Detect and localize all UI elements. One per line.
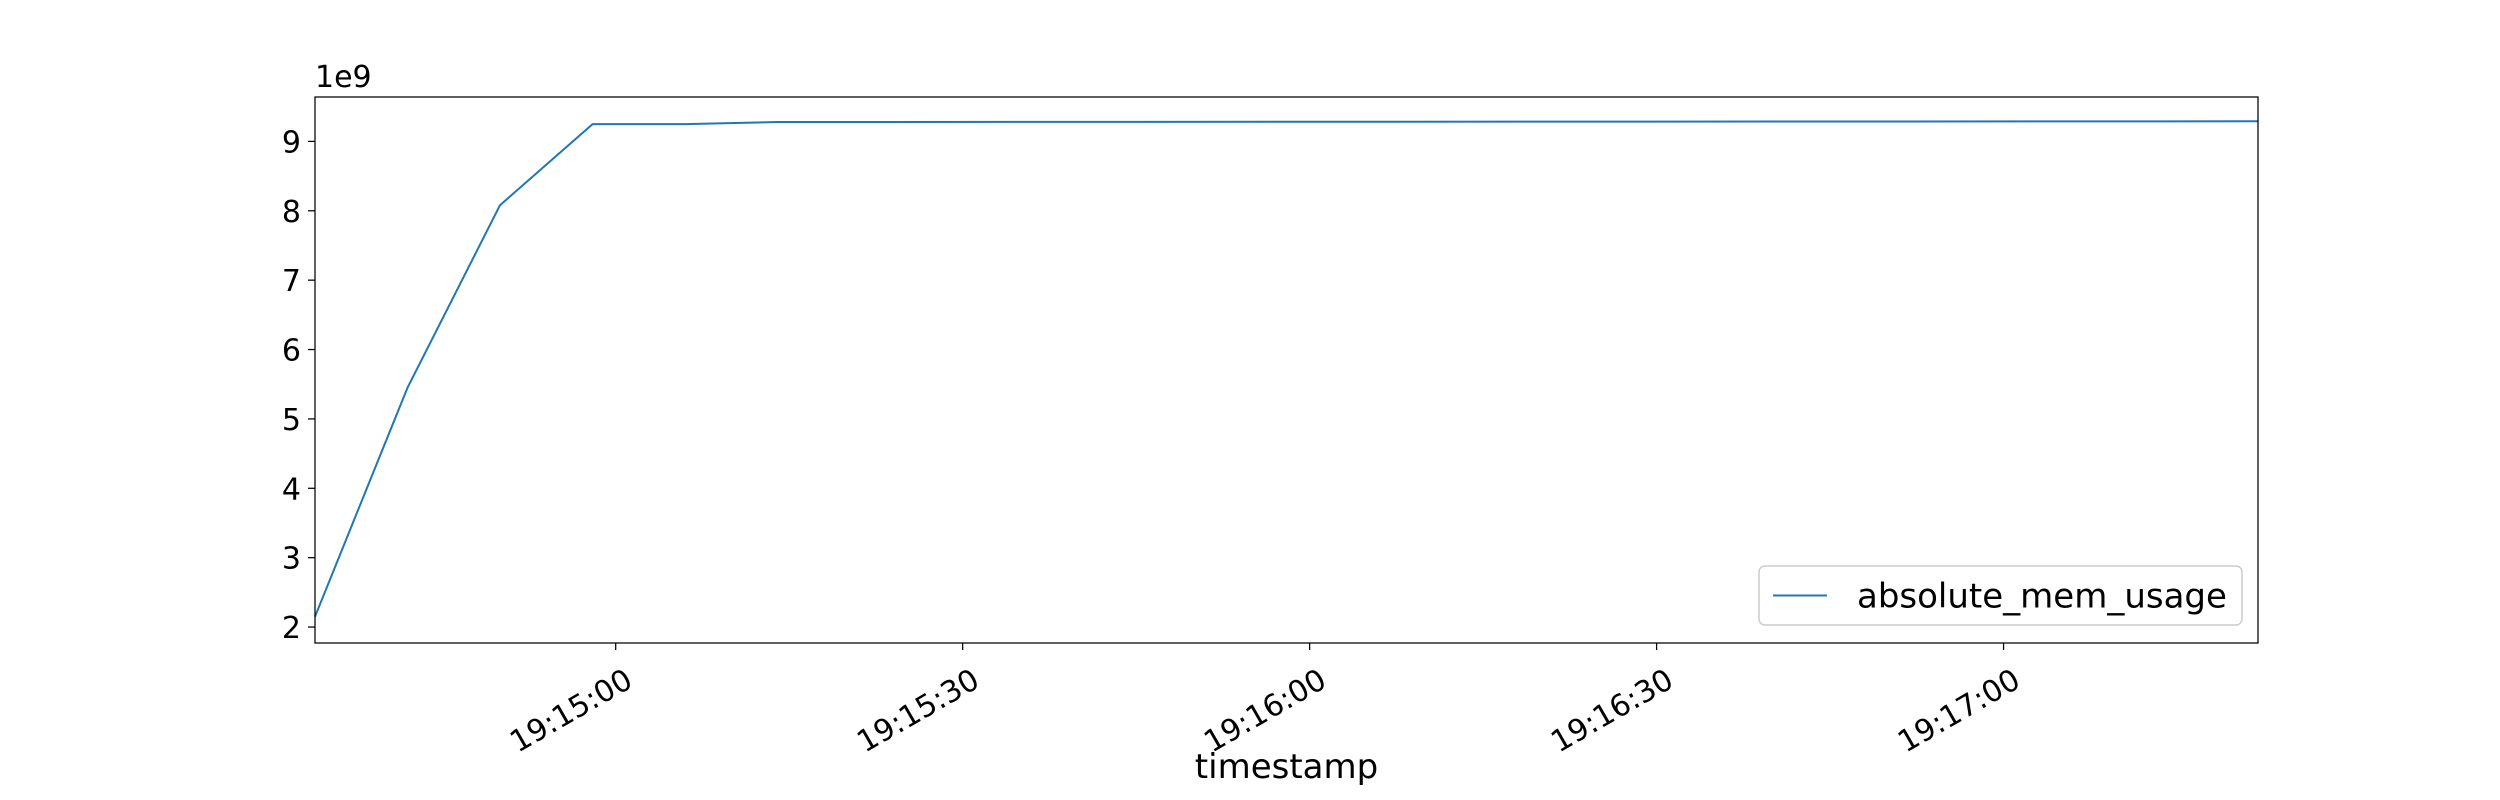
x-tick-label: 19:16:30	[1545, 662, 1679, 760]
y-axis-multiplier: 1e9	[315, 60, 372, 95]
legend-label-absolute-mem-usage: absolute_mem_usage	[1857, 577, 2227, 617]
x-tick-label: 19:15:00	[504, 662, 638, 760]
y-tick-label: 4	[282, 472, 301, 507]
y-tick-label: 2	[282, 611, 301, 646]
series-line-absolute-mem-usage	[314, 120, 2259, 617]
legend-box	[1758, 565, 2243, 626]
legend: absolute_mem_usage	[1758, 565, 2243, 626]
y-tick-label: 6	[282, 334, 301, 369]
x-axis-label: timestamp	[1195, 747, 1378, 787]
x-tick-label: 19:15:30	[851, 662, 985, 760]
x-tick-label: 19:16:00	[1198, 662, 1332, 760]
tick-layer: 2 3 4 5 6 7 8 9 19:15:00 19:15:30 19:16:00 19:16:30…	[282, 125, 2026, 760]
x-tick-label: 19:17:00	[1892, 662, 2026, 760]
y-tick-label: 9	[282, 125, 301, 160]
series-layer	[314, 120, 2259, 617]
plot-frame	[314, 96, 2259, 644]
y-tick-label: 8	[282, 195, 301, 230]
y-tick-label: 7	[282, 264, 301, 299]
y-tick-label: 5	[282, 403, 301, 438]
y-tick-label: 3	[282, 542, 301, 577]
